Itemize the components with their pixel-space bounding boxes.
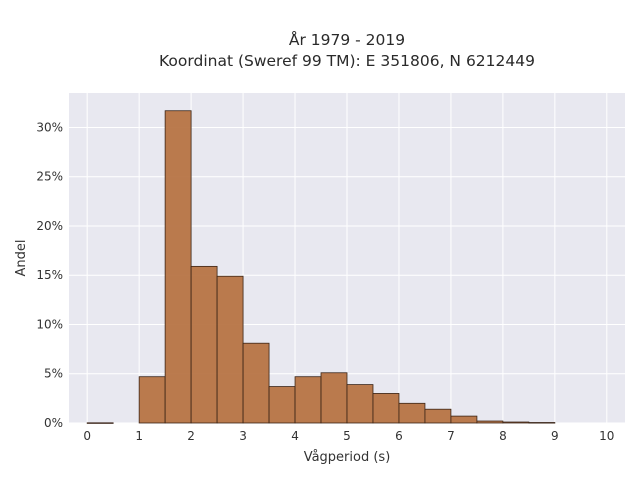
histogram-bar (164, 110, 192, 424)
histogram-bar (86, 422, 114, 424)
histogram-bar (372, 393, 400, 424)
x-tick-label: 8 (499, 429, 507, 443)
bars (86, 110, 556, 424)
histogram-bar (528, 422, 556, 424)
histogram-bar (190, 265, 218, 424)
histogram-bar (398, 402, 426, 424)
x-axis-ticks: 0 1 2 3 4 5 6 7 8 9 10 (83, 429, 614, 443)
x-tick-label: 1 (135, 429, 143, 443)
x-tick-label: 4 (291, 429, 299, 443)
histogram-bar (268, 386, 296, 424)
x-tick-label: 0 (83, 429, 91, 443)
chart-subtitle: Koordinat (Sweref 99 TM): E 351806, N 62… (159, 52, 535, 70)
x-tick-label: 5 (343, 429, 351, 443)
y-axis-label: Andel (14, 240, 29, 277)
y-tick-label: 15% (36, 268, 63, 282)
histogram-bar (138, 376, 166, 424)
x-axis-label: Vågperiod (s) (304, 450, 391, 465)
y-tick-label: 20% (36, 219, 63, 233)
chart-title: År 1979 - 2019 (289, 30, 405, 49)
y-tick-label: 10% (36, 317, 63, 331)
x-tick-label: 9 (551, 429, 559, 443)
histogram-bar (476, 420, 504, 424)
y-tick-label: 25% (36, 170, 63, 184)
histogram-bar (424, 408, 452, 424)
histogram-bar (294, 376, 322, 424)
histogram-bar (216, 275, 244, 424)
y-axis-ticks: 0% 5% 10% 15% 20% 25% 30% (36, 120, 63, 430)
histogram-bar (242, 342, 270, 424)
x-tick-label: 6 (395, 429, 403, 443)
x-tick-label: 3 (239, 429, 247, 443)
x-tick-label: 10 (599, 429, 614, 443)
histogram-bar (450, 415, 478, 424)
histogram-bar (502, 421, 530, 424)
histogram-bar (346, 384, 374, 424)
y-tick-label: 0% (44, 416, 63, 430)
y-tick-label: 5% (44, 367, 63, 381)
histogram-bar (320, 372, 348, 424)
y-tick-label: 30% (36, 120, 63, 134)
x-tick-label: 2 (187, 429, 195, 443)
x-tick-label: 7 (447, 429, 455, 443)
